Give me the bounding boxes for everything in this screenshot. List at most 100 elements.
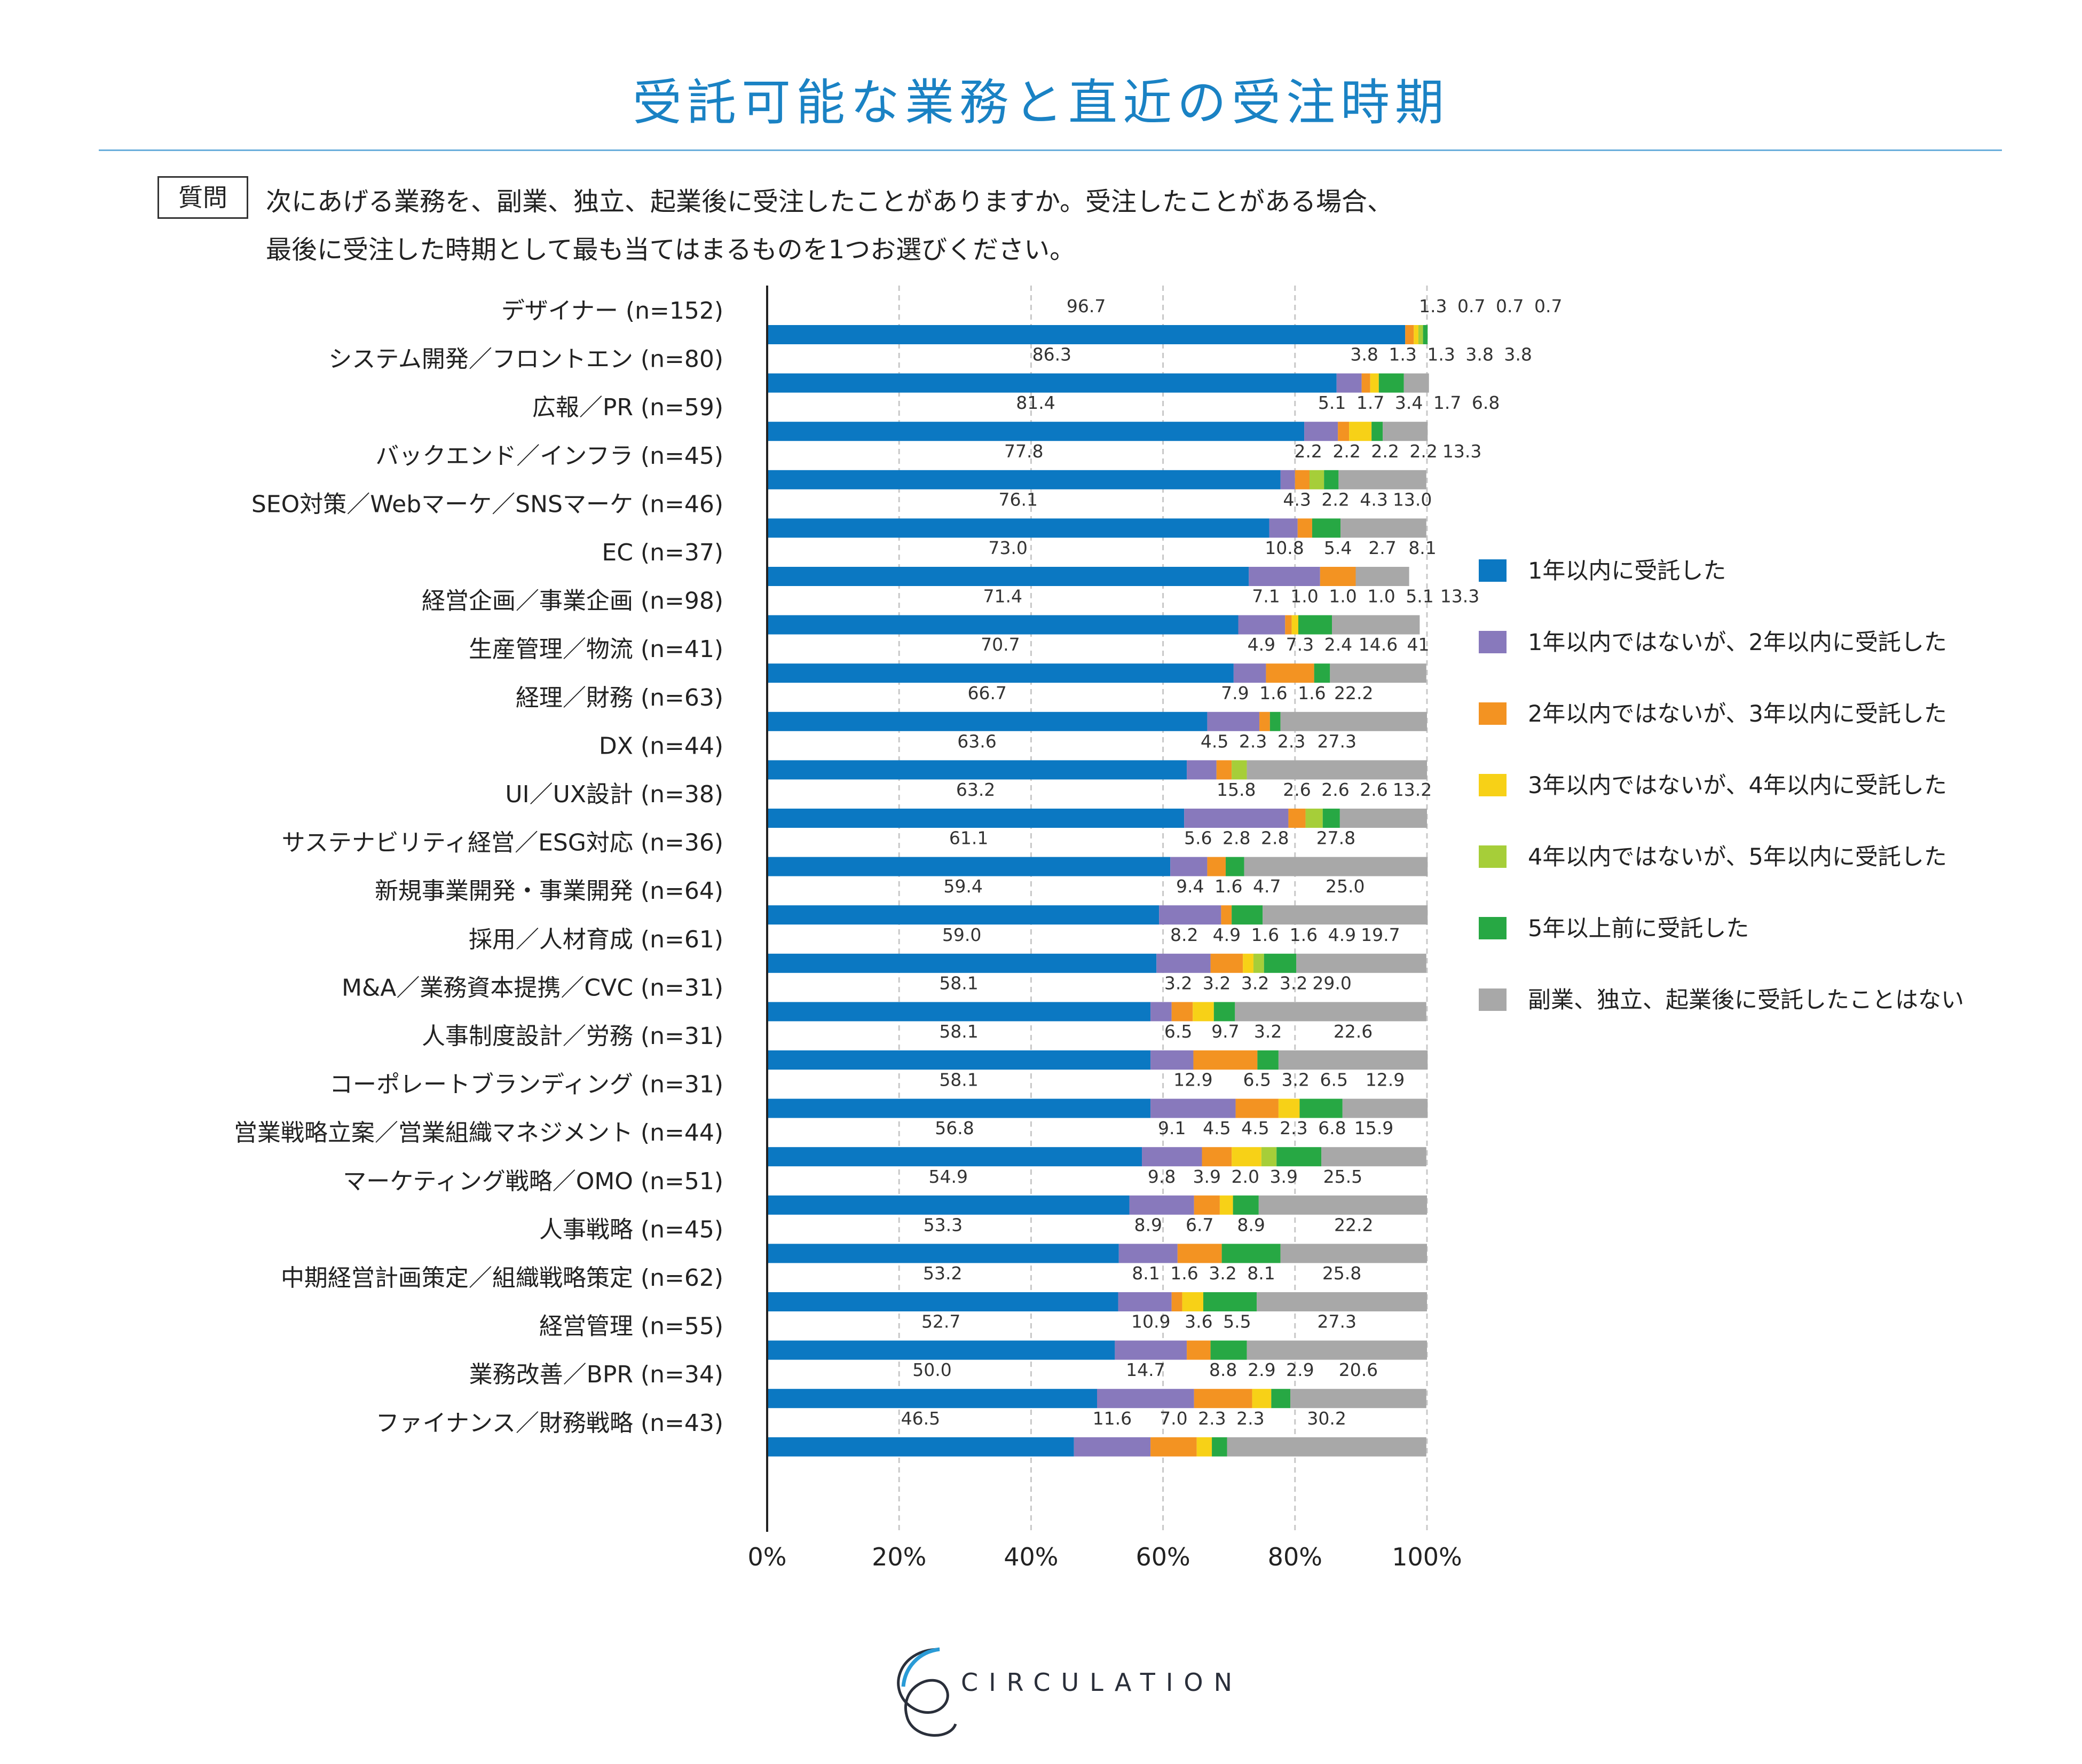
- bar-segment: [1232, 905, 1263, 925]
- bar-segment: [1219, 1195, 1233, 1215]
- bar-segment: [1261, 1147, 1277, 1167]
- bar-segment: [1278, 1050, 1428, 1070]
- data-label: 9.1: [1158, 1118, 1186, 1138]
- data-label: 2.7: [1368, 537, 1396, 558]
- bar-segment: [1342, 1098, 1428, 1118]
- bar-segment: [1259, 711, 1270, 731]
- data-label: 4.9: [1213, 924, 1241, 945]
- bar-segment: [1216, 760, 1232, 780]
- bar-segment: [1378, 373, 1404, 393]
- bar-segment: [767, 760, 1187, 780]
- legend-label: 2年以内ではないが、3年以内に受託した: [1528, 701, 1947, 727]
- grid-lines: [898, 286, 1428, 1532]
- data-label: 5.4: [1324, 537, 1352, 558]
- data-label: 8.1: [1132, 1263, 1160, 1284]
- data-label: 4.3: [1283, 489, 1311, 510]
- data-label: 54.9: [929, 1166, 968, 1187]
- legend-label: 1年以内に受託した: [1528, 558, 1726, 584]
- data-label: 7.9: [1221, 683, 1249, 703]
- data-label: 3.6: [1185, 1311, 1212, 1332]
- bar-segment: [1221, 905, 1232, 925]
- category-label: 営業戦略立案／営業組織マネジメント (n=44): [234, 1119, 723, 1146]
- bar-segment: [1244, 857, 1428, 876]
- bar-segment: [1233, 663, 1266, 683]
- bar-segment: [1170, 857, 1208, 876]
- bar-segment: [1247, 760, 1427, 780]
- data-label: 76.1: [999, 489, 1038, 510]
- bar-segment: [1150, 1050, 1194, 1070]
- data-label: 12.9: [1366, 1070, 1405, 1090]
- data-label: 10.8: [1265, 537, 1304, 558]
- x-axis: 0% 20% 40% 60% 80% 100%: [748, 286, 1462, 1571]
- bar-segment: [1177, 1244, 1222, 1263]
- data-label: 52.7: [921, 1311, 960, 1332]
- category-label: デザイナー (n=152): [501, 297, 723, 325]
- data-label: 8.9: [1134, 1214, 1162, 1235]
- data-label: 3.9: [1193, 1166, 1221, 1187]
- category-label: システム開発／フロントエン (n=80): [328, 346, 723, 373]
- bar-segment: [767, 809, 1185, 828]
- data-label: 61.1: [949, 828, 988, 849]
- bar-segment: [1243, 953, 1253, 973]
- bar-segment: [1097, 1389, 1194, 1409]
- bar-segment: [767, 953, 1157, 973]
- data-label: 5.1: [1406, 586, 1433, 607]
- data-label: 77.8: [1004, 441, 1043, 462]
- data-label: 30.2: [1307, 1408, 1346, 1429]
- legend-swatch: [1479, 988, 1507, 1011]
- x-tick-label: 20%: [872, 1542, 926, 1571]
- bar-segment: [1207, 857, 1226, 876]
- data-label: 7.3: [1286, 634, 1314, 655]
- data-label: 3.2: [1281, 1070, 1309, 1090]
- bar-segment: [1227, 1437, 1426, 1457]
- legend-swatch: [1479, 702, 1507, 725]
- bar-segment: [1257, 1292, 1427, 1311]
- data-label: 27.3: [1318, 731, 1357, 752]
- bar-segments: [767, 325, 1429, 1457]
- x-tick-label: 40%: [1004, 1542, 1058, 1571]
- data-label: 27.8: [1316, 828, 1355, 849]
- bar-segment: [1299, 1098, 1343, 1118]
- bar-segment: [1414, 325, 1418, 344]
- data-label: 5.1: [1318, 392, 1346, 413]
- data-label: 59.4: [943, 876, 982, 897]
- bar-segment: [1249, 567, 1320, 586]
- data-label: 14.6: [1359, 634, 1398, 655]
- question-text-line-2: 最後に受注した時期として最も当てはまるものを1つお選びください。: [266, 235, 1076, 265]
- bar-segment: [1193, 1002, 1214, 1022]
- bar-segment: [1312, 518, 1341, 538]
- data-label: 1.6: [1298, 683, 1326, 703]
- data-label: 12.9: [1173, 1070, 1212, 1090]
- data-label: 2.3: [1198, 1408, 1226, 1429]
- data-label: 2.2: [1321, 489, 1349, 510]
- bar-segment: [1349, 422, 1372, 441]
- category-label: UI／UX設計 (n=38): [505, 781, 723, 808]
- data-label: 5.6: [1184, 828, 1212, 849]
- legend-label: 3年以内ではないが、4年以内に受託した: [1528, 772, 1947, 799]
- data-label: 4.9: [1328, 924, 1356, 945]
- bar-segment: [1257, 1050, 1279, 1070]
- data-label: 2.3: [1280, 1118, 1307, 1138]
- bar-segment: [1280, 1244, 1427, 1263]
- bar-segment: [1150, 1437, 1197, 1457]
- data-label: 3.9: [1270, 1166, 1298, 1187]
- circulation-logo: CIRCULATION: [876, 1628, 1249, 1745]
- stacked-bar-chart: 96.7 1.3 0.7 0.7 0.7 86.3 3.8 1.3 1.3 3.8 3.8 81.4 5…: [234, 286, 1562, 1571]
- legend-swatch: [1479, 631, 1507, 653]
- bar-segment: [1361, 373, 1370, 393]
- bar-segment: [1150, 1098, 1236, 1118]
- data-label: 2.2: [1409, 441, 1437, 462]
- legend-swatch: [1479, 559, 1507, 582]
- category-label: 生産管理／物流 (n=41): [469, 636, 723, 663]
- data-label: 59.0: [942, 924, 981, 945]
- data-label: 8.1: [1247, 1263, 1275, 1284]
- bar-segment: [1322, 809, 1340, 828]
- category-label: 新規事業開発・事業開発 (n=64): [375, 877, 723, 905]
- circulation-swirl-logo-icon: [897, 1647, 957, 1737]
- bar-segment: [767, 615, 1239, 635]
- data-label: 1.6: [1259, 683, 1287, 703]
- category-label: 業務改善／BPR (n=34): [469, 1361, 723, 1388]
- category-label: バックエンド／インフラ (n=45): [375, 442, 723, 470]
- data-label: 25.5: [1323, 1166, 1362, 1187]
- data-label: 10.9: [1131, 1311, 1170, 1332]
